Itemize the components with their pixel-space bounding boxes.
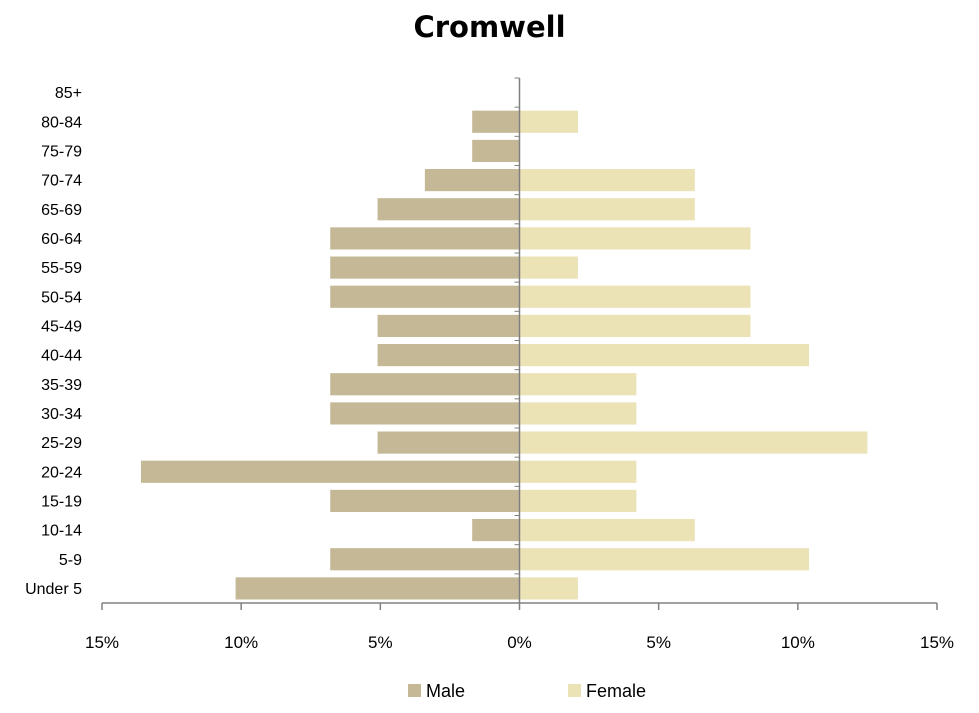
category-label: 45-49 [41, 318, 82, 335]
bar-female-70-74 [519, 169, 695, 192]
bar-male-80-84 [472, 110, 520, 133]
bar-female-30-34 [519, 402, 637, 425]
x-tick-label: 5% [646, 633, 671, 652]
category-label: 60-64 [41, 231, 82, 248]
legend-swatch-female [568, 684, 581, 697]
bar-female-50-54 [519, 285, 751, 308]
x-tick-label: 10% [224, 633, 258, 652]
bar-female-65-69 [519, 198, 695, 221]
bar-female-10-14 [519, 519, 695, 542]
bar-male-75-79 [472, 139, 520, 162]
bar-male-20-24 [140, 460, 520, 483]
bar-male-40-44 [377, 344, 520, 367]
category-label: 50-54 [41, 289, 82, 306]
x-tick-label: 10% [781, 633, 815, 652]
bar-male-60-64 [330, 227, 520, 250]
bar-male-35-39 [330, 373, 520, 396]
category-label: 35-39 [41, 377, 82, 394]
bar-male-10-14 [472, 519, 520, 542]
legend-swatch-male [408, 684, 421, 697]
x-tick-label: 15% [85, 633, 119, 652]
category-label: 65-69 [41, 202, 82, 219]
bar-female-25-29 [519, 431, 868, 454]
bar-female-5-9 [519, 548, 809, 571]
bar-male-30-34 [330, 402, 520, 425]
bar-female-15-19 [519, 489, 637, 512]
legend-label-male: Male [426, 681, 465, 701]
category-label: Under 5 [25, 581, 82, 598]
chart-title: Cromwell [413, 10, 566, 44]
x-tick-label: 5% [368, 633, 393, 652]
category-label: 30-34 [41, 406, 82, 423]
bar-male-45-49 [377, 314, 520, 337]
bar-female-60-64 [519, 227, 751, 250]
category-label: 5-9 [59, 552, 82, 569]
x-tick-label: 15% [920, 633, 954, 652]
category-label: 25-29 [41, 435, 82, 452]
x-tick-label: 0% [507, 633, 532, 652]
category-label: 10-14 [41, 523, 82, 540]
category-label: 85+ [55, 85, 82, 102]
bar-female-45-49 [519, 314, 751, 337]
category-label: 80-84 [41, 114, 82, 131]
category-label: 55-59 [41, 260, 82, 277]
bar-female-35-39 [519, 373, 637, 396]
bar-female-40-44 [519, 344, 809, 367]
bar-female-55-59 [519, 256, 578, 279]
bar-male-55-59 [330, 256, 520, 279]
legend-label-female: Female [586, 681, 646, 701]
bar-male-5-9 [330, 548, 520, 571]
bar-male-Under-5 [235, 577, 520, 600]
bar-male-25-29 [377, 431, 520, 454]
category-label: 70-74 [41, 173, 82, 190]
category-label: 40-44 [41, 348, 82, 365]
category-label: 20-24 [41, 464, 82, 481]
bar-female-20-24 [519, 460, 637, 483]
bar-female-Under-5 [519, 577, 578, 600]
category-label: 15-19 [41, 493, 82, 510]
bar-male-15-19 [330, 489, 520, 512]
bar-male-70-74 [424, 169, 520, 192]
bar-male-50-54 [330, 285, 520, 308]
category-label: 75-79 [41, 143, 82, 160]
bar-male-65-69 [377, 198, 520, 221]
bar-female-80-84 [519, 110, 578, 133]
